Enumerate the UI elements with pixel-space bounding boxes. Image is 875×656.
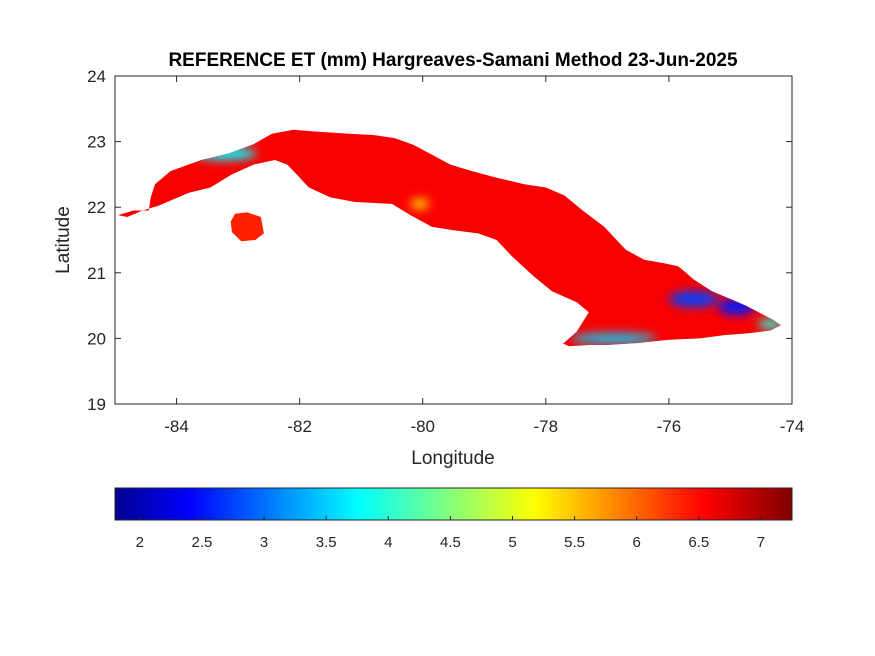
y-tick-label-6: 24 (87, 67, 106, 86)
y-tick-label-4: 22 (87, 198, 106, 217)
colorbar-tick-label-3: 3 (260, 534, 268, 551)
colorbar-tick-label-5: 4 (384, 534, 392, 551)
colorbar-tick-label-9: 6 (633, 534, 641, 551)
y-tick-label-1: 19 (87, 395, 106, 414)
y-axis: 19 20 21 22 23 24 (87, 67, 792, 414)
x-axis: -84 -82 -80 -78 -76 -74 (164, 76, 804, 436)
axes-box (114, 75, 793, 405)
hotspot-4 (668, 291, 719, 307)
colorbar-tick-label-8: 5.5 (564, 534, 585, 551)
x-tick-label-1: -84 (164, 417, 189, 436)
x-tick-label-2: -82 (287, 417, 312, 436)
region-2 (230, 212, 264, 242)
y-tick-label-3: 21 (87, 264, 106, 283)
plot-area (115, 76, 792, 404)
hotspot-3 (570, 333, 657, 344)
colorbar-tick-label-6: 4.5 (440, 534, 461, 551)
colorbar (114, 487, 793, 521)
colorbar-tick-label-7: 5 (508, 534, 516, 551)
region-1 (118, 129, 781, 347)
colorbar-tick-label-1: 2 (136, 534, 144, 551)
x-tick-label-5: -76 (657, 417, 682, 436)
hotspot-2 (410, 198, 429, 210)
x-tick-label-3: -80 (410, 417, 435, 436)
colorbar-tick-label-10: 6.5 (688, 534, 709, 551)
y-tick-label-2: 20 (87, 329, 106, 348)
colorbar-tick-label-4: 3.5 (316, 534, 337, 551)
colorbar-ticks: 2 2.5 3 3.5 4 4.5 5 5.5 6 6.5 7 (136, 516, 765, 551)
colorbar-tick-label-2: 2.5 (192, 534, 213, 551)
x-tick-label-6: -74 (780, 417, 805, 436)
x-tick-label-4: -78 (534, 417, 559, 436)
y-axis-label: Latitude (53, 206, 74, 274)
y-tick-label-5: 23 (87, 133, 106, 152)
x-axis-label: Longitude (411, 448, 494, 469)
chart-title: REFERENCE ET (mm) Hargreaves-Samani Meth… (168, 50, 738, 71)
colorbar-tick-label-11: 7 (757, 534, 765, 551)
